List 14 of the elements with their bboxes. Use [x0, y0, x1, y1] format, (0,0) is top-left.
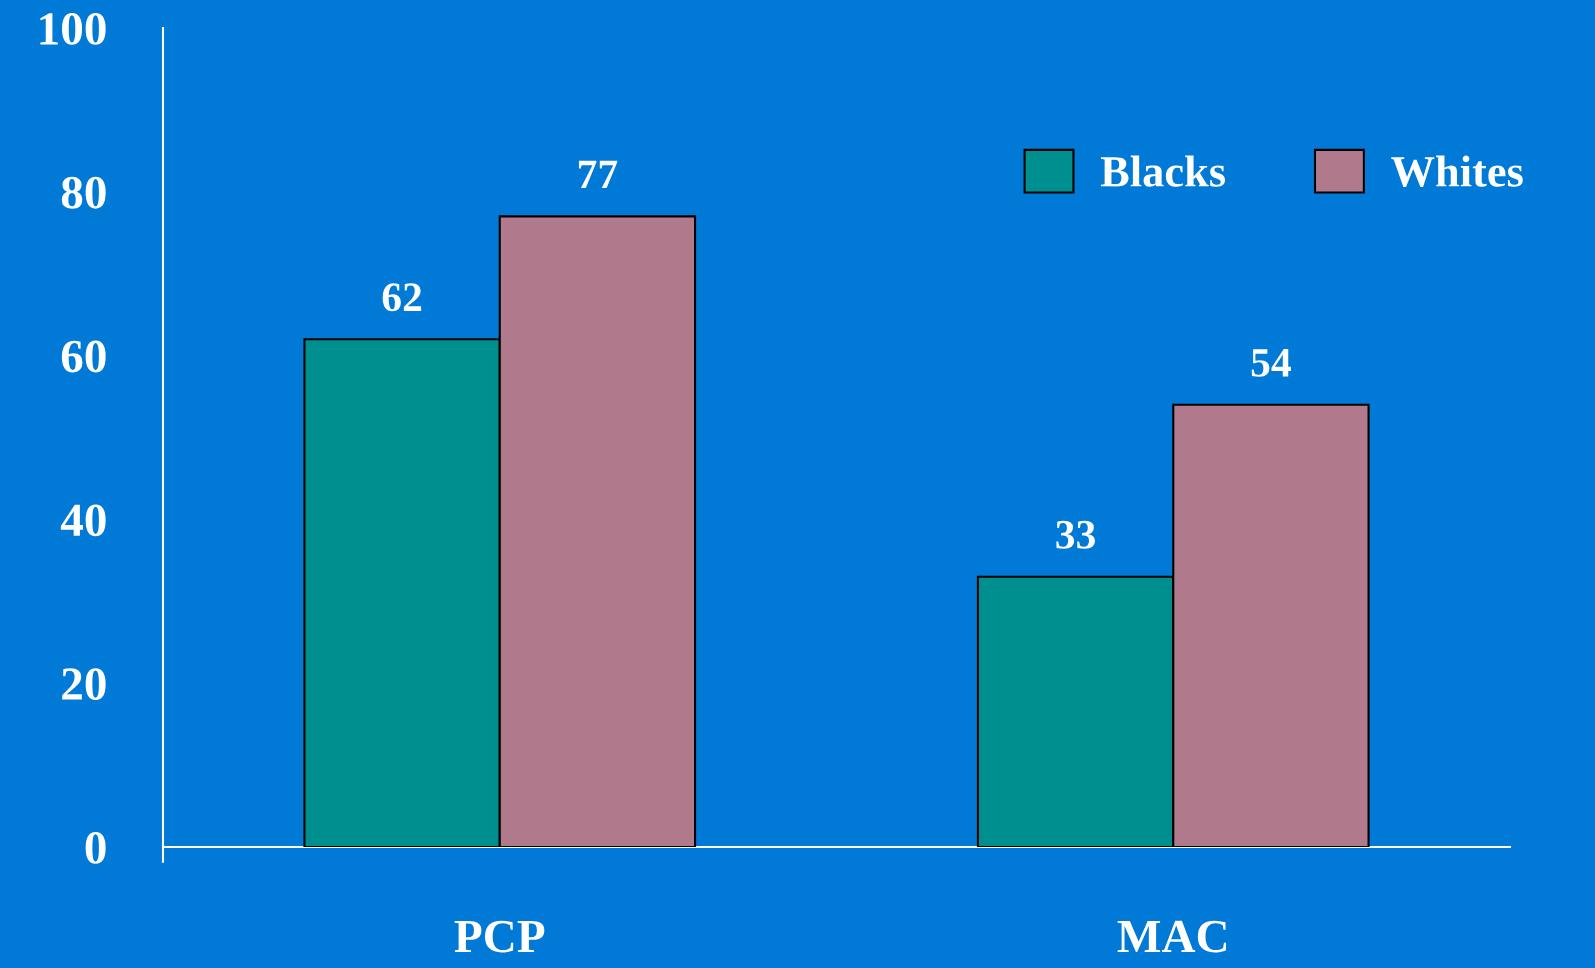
y-tick-label: 100 — [40, 12, 106, 45]
data-label: 33 — [1056, 520, 1095, 549]
data-label: 62 — [382, 283, 422, 312]
y-tick-label: 80 — [61, 176, 106, 209]
y-tick-label: 0 — [85, 831, 106, 864]
x-tick-label: MAC — [1117, 920, 1227, 953]
y-tick-label: 40 — [60, 504, 106, 537]
legend-label: Whites — [1391, 155, 1523, 188]
x-tick-label: PCP — [454, 920, 545, 953]
data-label: 54 — [1251, 348, 1291, 377]
data-label: 77 — [578, 160, 618, 189]
y-tick-label: 20 — [62, 668, 106, 701]
y-tick-label: 60 — [61, 340, 106, 373]
legend-label: Blacks — [1100, 155, 1226, 187]
